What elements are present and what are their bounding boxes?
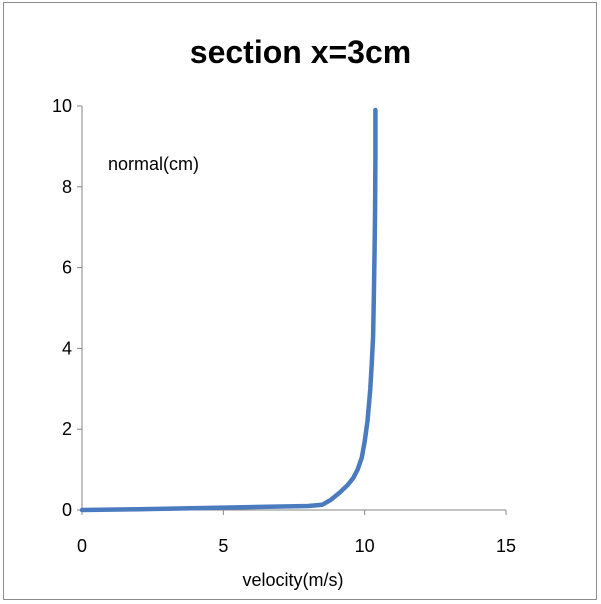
x-tick-label: 15 xyxy=(496,536,516,556)
series xyxy=(79,107,378,513)
chart-frame xyxy=(3,2,597,600)
y-tick-label: 6 xyxy=(62,258,72,278)
ticks: 0 2 4 6 8 10 0 5 10 15 xyxy=(52,96,516,556)
x-axis-label: velocity(m/s) xyxy=(242,570,343,590)
x-tick-label: 0 xyxy=(77,536,87,556)
y-tick-label: 8 xyxy=(62,177,72,197)
series-line xyxy=(79,107,378,513)
x-tick-label: 5 xyxy=(218,536,228,556)
y-tick-label: 2 xyxy=(62,419,72,439)
chart-title: section x=3cm xyxy=(189,34,412,70)
y-tick-label: 0 xyxy=(62,500,72,520)
x-tick-label: 10 xyxy=(355,536,375,556)
y-tick-label: 10 xyxy=(52,96,72,116)
y-tick-label: 4 xyxy=(62,338,72,358)
y-axis-label: normal(cm) xyxy=(108,154,199,174)
